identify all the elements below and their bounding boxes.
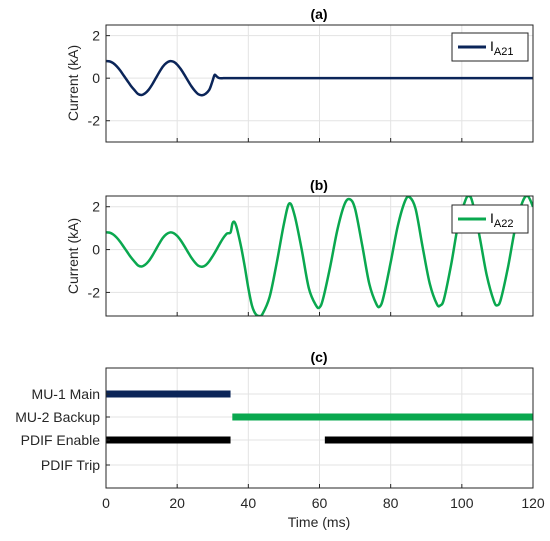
panel-b-title: (b) xyxy=(310,177,328,193)
panel-c: (c) 0 20 40 60 80 100 120 MU-1 Main MU-2 Backup… xyxy=(15,349,545,530)
row-label: MU-1 Main xyxy=(32,386,100,402)
x-tick-label: 100 xyxy=(450,495,474,511)
panel-b-plot xyxy=(106,196,533,316)
row-label: PDIF Trip xyxy=(41,457,100,473)
y-tick-label: -2 xyxy=(88,284,101,300)
panel-b-legend: IA22 xyxy=(451,204,529,234)
panel-b-ticks: 2 0 -2 xyxy=(88,199,534,316)
panel-a-title: (a) xyxy=(310,6,327,22)
state-bar xyxy=(106,436,231,444)
panel-c-xlabel: Time (ms) xyxy=(288,514,350,530)
series-line xyxy=(106,59,533,97)
panel-a-ticks: 2 0 -2 xyxy=(88,28,534,142)
state-bar xyxy=(232,413,533,421)
y-tick-label: 2 xyxy=(92,199,100,215)
legend-label: IA22 xyxy=(490,210,513,230)
panel-b-ylabel: Current (kA) xyxy=(65,218,81,294)
panel-c-title: (c) xyxy=(310,349,327,365)
y-tick-label: -2 xyxy=(88,113,101,129)
state-bar xyxy=(106,390,231,398)
panel-c-row-labels: MU-1 Main MU-2 Backup PDIF Enable PDIF Trip xyxy=(15,386,100,473)
x-tick-label: 60 xyxy=(312,495,328,511)
legend-label: IA21 xyxy=(490,38,513,58)
legend-main: I xyxy=(490,38,494,54)
panel-a: (a) 2 0 -2 Current (kA) IA21 xyxy=(65,6,534,143)
panel-b: (b) 2 0 -2 Current (kA) IA22 xyxy=(65,177,534,317)
x-tick-label: 20 xyxy=(169,495,185,511)
row-label: PDIF Enable xyxy=(21,432,101,448)
panel-a-legend: IA21 xyxy=(451,32,529,62)
y-tick-label: 0 xyxy=(92,242,100,258)
y-tick-label: 0 xyxy=(92,70,100,86)
legend-sub: A22 xyxy=(494,218,514,230)
x-tick-label: 0 xyxy=(102,495,110,511)
legend-main: I xyxy=(490,210,494,226)
series-line xyxy=(106,196,533,316)
panel-a-plot xyxy=(106,59,533,97)
panel-a-ylabel: Current (kA) xyxy=(65,45,81,121)
x-tick-label: 40 xyxy=(241,495,257,511)
y-tick-label: 2 xyxy=(92,28,100,44)
x-tick-label: 120 xyxy=(521,495,545,511)
panel-c-grid xyxy=(105,368,534,488)
row-label: MU-2 Backup xyxy=(15,409,100,425)
state-bar xyxy=(324,436,533,444)
panel-c-bars xyxy=(106,390,533,444)
x-tick-label: 80 xyxy=(383,495,399,511)
legend-sub: A21 xyxy=(494,46,514,58)
panel-c-ticks: 0 20 40 60 80 100 120 xyxy=(102,393,545,511)
